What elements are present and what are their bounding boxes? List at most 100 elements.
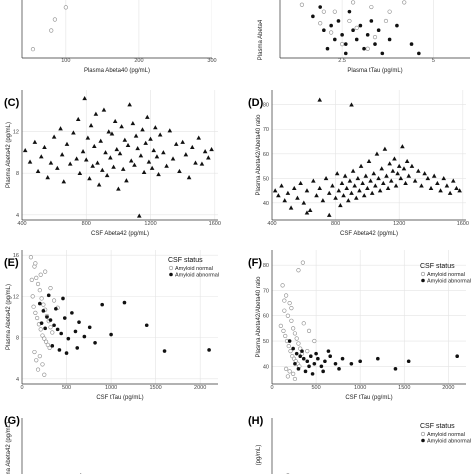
data-point-amyloid-abnormal <box>294 351 299 356</box>
data-point-triangle <box>334 171 340 176</box>
data-point-triangle <box>425 176 431 181</box>
data-point-triangle <box>88 123 94 128</box>
data-points <box>299 0 421 56</box>
x-tick-label: 0 <box>270 385 273 391</box>
data-point-amyloid-abnormal <box>46 293 51 298</box>
legend-marker-normal <box>420 431 426 437</box>
data-point-triangle <box>330 183 335 188</box>
data-point-amyloid-normal <box>35 315 40 321</box>
data-point-triangle <box>377 188 383 193</box>
data-point-triangle <box>381 180 386 186</box>
data-point-amyloid-normal <box>288 349 293 354</box>
data-point-triangle <box>75 116 81 121</box>
data-point-triangle <box>87 176 92 181</box>
data-point-triangle <box>304 210 310 215</box>
y-tick-label: 12 <box>13 294 19 300</box>
x-tick-label: 1600 <box>209 221 221 227</box>
y-axis-label: Plasma Abeta42 (pg/mL) <box>6 284 12 350</box>
y-axis-label: Plasma Abeta42/Abeta40 ratio <box>256 276 262 358</box>
legend-marker-abnormal <box>169 272 173 277</box>
legend-marker-normal <box>420 271 426 277</box>
data-point-amyloid-abnormal <box>64 351 69 355</box>
data-point-amyloid-abnormal <box>70 311 74 315</box>
data-point-amyloid-normal <box>42 372 47 377</box>
data-point-triangle <box>441 176 447 181</box>
data-point-triangle <box>435 180 440 186</box>
data-point-triangle <box>419 183 424 188</box>
data-point-triangle <box>157 132 163 137</box>
data-point-triangle <box>183 152 189 157</box>
x-tick-label: 200 <box>134 58 143 64</box>
data-point-triangle <box>360 180 365 186</box>
data-point-triangle <box>133 133 139 138</box>
data-point-triangle <box>339 180 345 186</box>
data-point-amyloid-abnormal <box>319 364 324 369</box>
data-point-triangle <box>59 152 65 157</box>
data-point-triangle <box>363 173 369 178</box>
data-point-triangle <box>341 193 346 198</box>
data-point-amyloid-abnormal <box>349 361 354 366</box>
data-point-triangle <box>401 166 407 171</box>
chart-panel: (C) 400 800 1200 1600 4 8 12 CSF Abeta42 (pg/mL)… <box>4 90 221 237</box>
data-point-amyloid-abnormal <box>351 28 355 33</box>
data-point-amyloid-normal <box>298 346 303 351</box>
data-point-amyloid-abnormal <box>340 33 344 37</box>
y-tick-label: 12 <box>13 130 19 136</box>
data-point-amyloid-abnormal <box>322 28 326 33</box>
data-point-amyloid-abnormal <box>337 367 341 371</box>
data-point-triangle <box>96 182 102 187</box>
data-point-amyloid-normal <box>372 35 378 40</box>
data-point-amyloid-abnormal <box>55 327 60 332</box>
x-tick-label: 500 <box>62 385 71 391</box>
data-point-amyloid-normal <box>52 17 57 22</box>
data-point-amyloid-abnormal <box>287 339 292 343</box>
panel-label: (H) <box>248 415 264 427</box>
data-point-triangle <box>83 157 89 162</box>
y-tick-label: 80 <box>263 263 269 269</box>
data-point-triangle <box>288 205 294 210</box>
data-point-amyloid-abnormal <box>73 329 78 334</box>
data-point-triangle <box>415 168 421 173</box>
data-point-triangle <box>32 139 38 144</box>
data-point-amyloid-normal <box>32 349 37 355</box>
data-point-triangle <box>336 188 342 193</box>
data-point-amyloid-normal <box>49 28 54 33</box>
data-point-triangle <box>132 162 137 167</box>
data-point-triangle <box>400 144 405 149</box>
data-point-amyloid-normal <box>354 25 359 30</box>
data-point-amyloid-normal <box>294 336 299 341</box>
x-tick-label: 1000 <box>105 385 117 391</box>
x-tick-label: 2000 <box>194 385 206 391</box>
data-point-amyloid-normal <box>47 345 52 351</box>
y-tick-label: 70 <box>263 127 269 133</box>
data-point-triangle <box>91 143 97 148</box>
data-point-triangle <box>140 127 145 132</box>
data-point-triangle <box>396 163 402 168</box>
data-point-amyloid-abnormal <box>336 19 341 23</box>
data-point-triangle <box>301 200 307 205</box>
data-point-amyloid-abnormal <box>303 369 308 374</box>
data-point-triangle <box>101 107 107 112</box>
data-point-triangle <box>403 180 408 186</box>
data-point-amyloid-abnormal <box>59 331 63 336</box>
y-axis-label: (pg/mL) <box>256 445 262 466</box>
data-point-triangle <box>323 176 329 181</box>
data-point-triangle <box>111 164 116 169</box>
data-point-triangle <box>45 175 51 180</box>
data-point-amyloid-abnormal <box>387 37 392 42</box>
data-point-amyloid-abnormal <box>62 316 67 320</box>
legend-entry-normal: Amyloid normal <box>427 272 465 278</box>
data-point-amyloid-abnormal <box>343 51 348 56</box>
data-point-amyloid-abnormal <box>162 349 167 353</box>
data-point-triangle <box>457 188 462 193</box>
data-point-triangle <box>189 144 195 150</box>
data-point-triangle <box>74 156 79 161</box>
data-point-amyloid-abnormal <box>333 37 337 42</box>
data-point-triangle <box>125 142 131 147</box>
y-tick-label: 50 <box>263 176 269 182</box>
x-axis-label: Plasma tTau (pg/mL) <box>347 68 402 74</box>
data-point-amyloid-abnormal <box>393 367 398 371</box>
